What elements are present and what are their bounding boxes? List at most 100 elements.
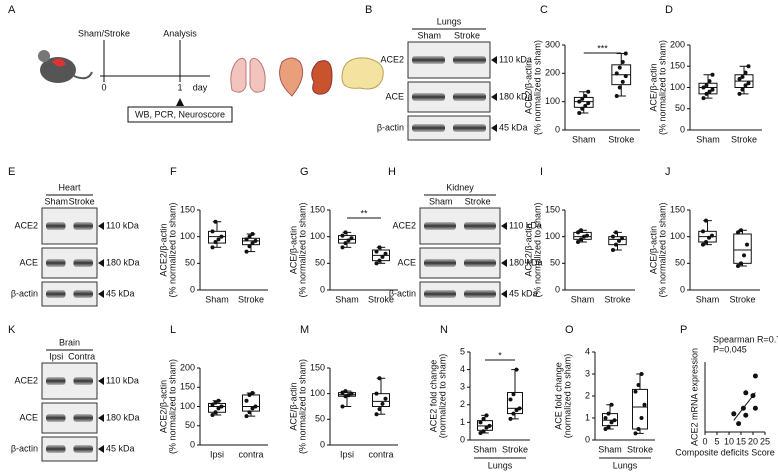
panel-label: A: [8, 4, 16, 16]
data-point: [614, 71, 619, 76]
y-axis-label: ACE fold change: [553, 362, 563, 430]
data-point: [582, 234, 586, 239]
blot-band: [73, 290, 93, 298]
y-tick-label: 150: [670, 204, 685, 214]
blot-band: [73, 222, 93, 230]
data-point: [639, 372, 644, 376]
blot-row-label: ACE2: [380, 54, 404, 64]
y-tick-label: 100: [180, 231, 195, 241]
data-point: [745, 242, 749, 247]
box: [733, 233, 752, 264]
size-arrow: [98, 445, 104, 453]
data-point: [609, 420, 614, 425]
data-point: [374, 249, 379, 254]
organ-icons: [230, 57, 384, 97]
data-point: [636, 427, 641, 431]
lane-label: Stroke: [465, 196, 491, 206]
y-tick-label: 0: [585, 434, 590, 444]
data-point: [704, 83, 709, 88]
y-tick-label: 0: [320, 284, 325, 294]
y-tick-label: 5: [460, 346, 465, 356]
data-point: [244, 237, 249, 242]
y-tick-label: 50: [675, 103, 685, 113]
panel-label: H: [388, 166, 396, 178]
blot-row-label: β-actin: [11, 443, 38, 453]
data-point: [614, 94, 619, 98]
y-tick-label: 100: [670, 231, 685, 241]
x-tick-label: 10: [724, 436, 734, 446]
blot-band: [46, 259, 66, 267]
data-point: [577, 99, 582, 104]
data-point: [740, 87, 745, 92]
mouse-icon: [38, 50, 93, 83]
data-point: [377, 245, 382, 250]
y-tick-label: 150: [310, 204, 325, 214]
data-point: [484, 413, 489, 418]
size-arrow: [98, 377, 104, 385]
data-point: [247, 392, 252, 397]
data-point: [623, 74, 628, 79]
data-point: [374, 261, 379, 266]
y-tick-label: 0: [190, 439, 195, 449]
x-tick-label: Sham: [696, 294, 720, 304]
data-point: [583, 103, 588, 108]
box: [632, 388, 648, 430]
data-point: [250, 241, 255, 246]
y-axis-label: ACE/β-actin: [288, 226, 298, 274]
data-point: [377, 376, 382, 381]
data-point: [340, 233, 345, 238]
y-tick-label: 3: [460, 382, 465, 392]
y-tick-label: 0: [320, 439, 325, 449]
blot-band: [412, 56, 445, 64]
blot-row-label: ACE: [19, 412, 38, 422]
blot-band: [46, 222, 66, 230]
y-axis-label: (normalized to sham): [562, 354, 572, 439]
y-tick-label: 50: [315, 414, 325, 424]
y-axis-label: (% normalized to sham): [167, 202, 177, 297]
lane-label: Sham: [429, 196, 453, 206]
x-tick-label: Sham: [572, 134, 596, 144]
data-point: [349, 391, 354, 396]
y-tick-label: 50: [675, 258, 685, 268]
data-point: [374, 391, 379, 396]
y-tick-label: 4: [460, 364, 465, 374]
data-point: [603, 427, 608, 431]
data-point: [514, 408, 519, 413]
data-point: [383, 396, 388, 401]
x-tick-label: Sham: [696, 134, 720, 144]
data-point: [586, 89, 591, 94]
y-tick-label: 100: [310, 388, 325, 398]
data-point: [583, 94, 588, 98]
data-point: [213, 410, 218, 415]
x-tick-label: 20: [748, 436, 758, 446]
data-point: [585, 233, 589, 238]
size-arrow: [501, 259, 507, 267]
size-arrow: [98, 222, 104, 230]
data-point: [253, 404, 258, 409]
data-point: [701, 85, 706, 90]
data-point: [579, 237, 583, 242]
significance-label: ***: [597, 43, 608, 53]
panel-label: L: [170, 324, 176, 336]
data-point: [603, 416, 608, 420]
x-tick-label: contra: [368, 449, 393, 459]
data-point: [343, 241, 348, 246]
data-point: [343, 230, 348, 235]
data-point: [511, 411, 516, 416]
y-axis-label: ACE2/β-actin: [523, 61, 533, 114]
data-point: [737, 77, 742, 81]
data-point: [606, 411, 611, 416]
data-point: [576, 240, 580, 244]
data-point: [580, 106, 585, 111]
panel-label: C: [540, 4, 548, 16]
data-point: [216, 398, 221, 403]
blot-band: [424, 290, 456, 298]
blot-title: Heart: [58, 182, 81, 192]
data-point: [586, 101, 591, 106]
blot-band: [464, 259, 496, 267]
y-tick-label: 0: [555, 284, 560, 294]
box: [573, 96, 594, 108]
data-point: [377, 407, 382, 412]
y-tick-label: 150: [180, 382, 195, 392]
